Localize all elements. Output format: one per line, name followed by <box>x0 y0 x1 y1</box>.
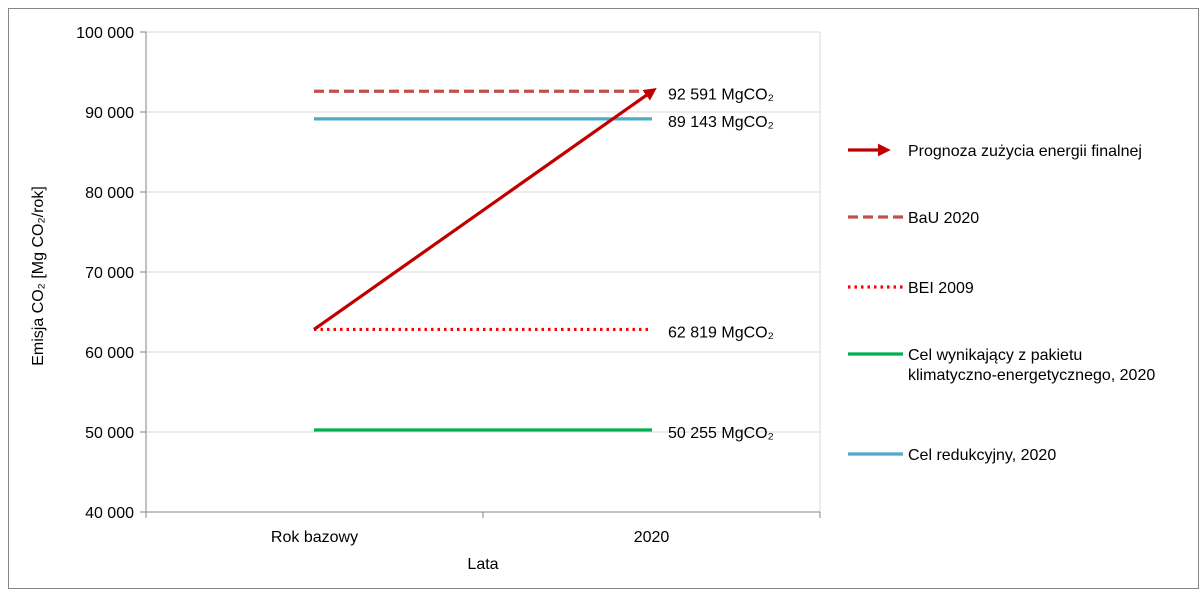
y-axis-label: Emisja CO₂ [Mg CO₂/rok] <box>30 186 47 366</box>
legend-label: Cel wynikający z pakietu klimatyczno-ener… <box>908 347 1155 384</box>
y-tick-label: 90 000 <box>85 105 134 122</box>
y-tick-label: 60 000 <box>85 345 134 362</box>
series-line <box>313 87 657 331</box>
plot-area: 40 000 50 000 60 000 70 000 80 000 90 000 100 … <box>76 25 821 546</box>
x-tick-label: 2020 <box>634 529 670 546</box>
y-tick-label: 80 000 <box>85 185 134 202</box>
value-label: 62 819 MgCO₂ <box>668 324 774 341</box>
y-tick-label: 70 000 <box>85 265 134 282</box>
x-axis-label: Lata <box>467 556 498 573</box>
legend-label: Prognoza zużycia energii finalnej <box>908 143 1142 160</box>
data-annotations: 92 591 MgCO₂ 89 143 MgCO₂ 62 819 MgCO₂ 50 2… <box>668 86 774 442</box>
value-label: 92 591 MgCO₂ <box>668 86 774 103</box>
y-tick-label: 100 000 <box>76 25 134 42</box>
y-tick-label: 40 000 <box>85 505 134 522</box>
y-tick-label: 50 000 <box>85 425 134 442</box>
x-tick-label: Rok bazowy <box>271 529 358 546</box>
legend-label: BEI 2009 <box>908 280 974 297</box>
value-label: 89 143 MgCO₂ <box>668 114 774 131</box>
legend-label: Cel redukcyjny, 2020 <box>908 447 1056 464</box>
value-label: 50 255 MgCO₂ <box>668 425 774 442</box>
legend-label: BaU 2020 <box>908 210 979 227</box>
chart-border <box>8 8 1199 589</box>
legend: Prognoza zużycia energii finalnej BaU 202… <box>848 143 1155 464</box>
series-marks <box>313 87 657 432</box>
